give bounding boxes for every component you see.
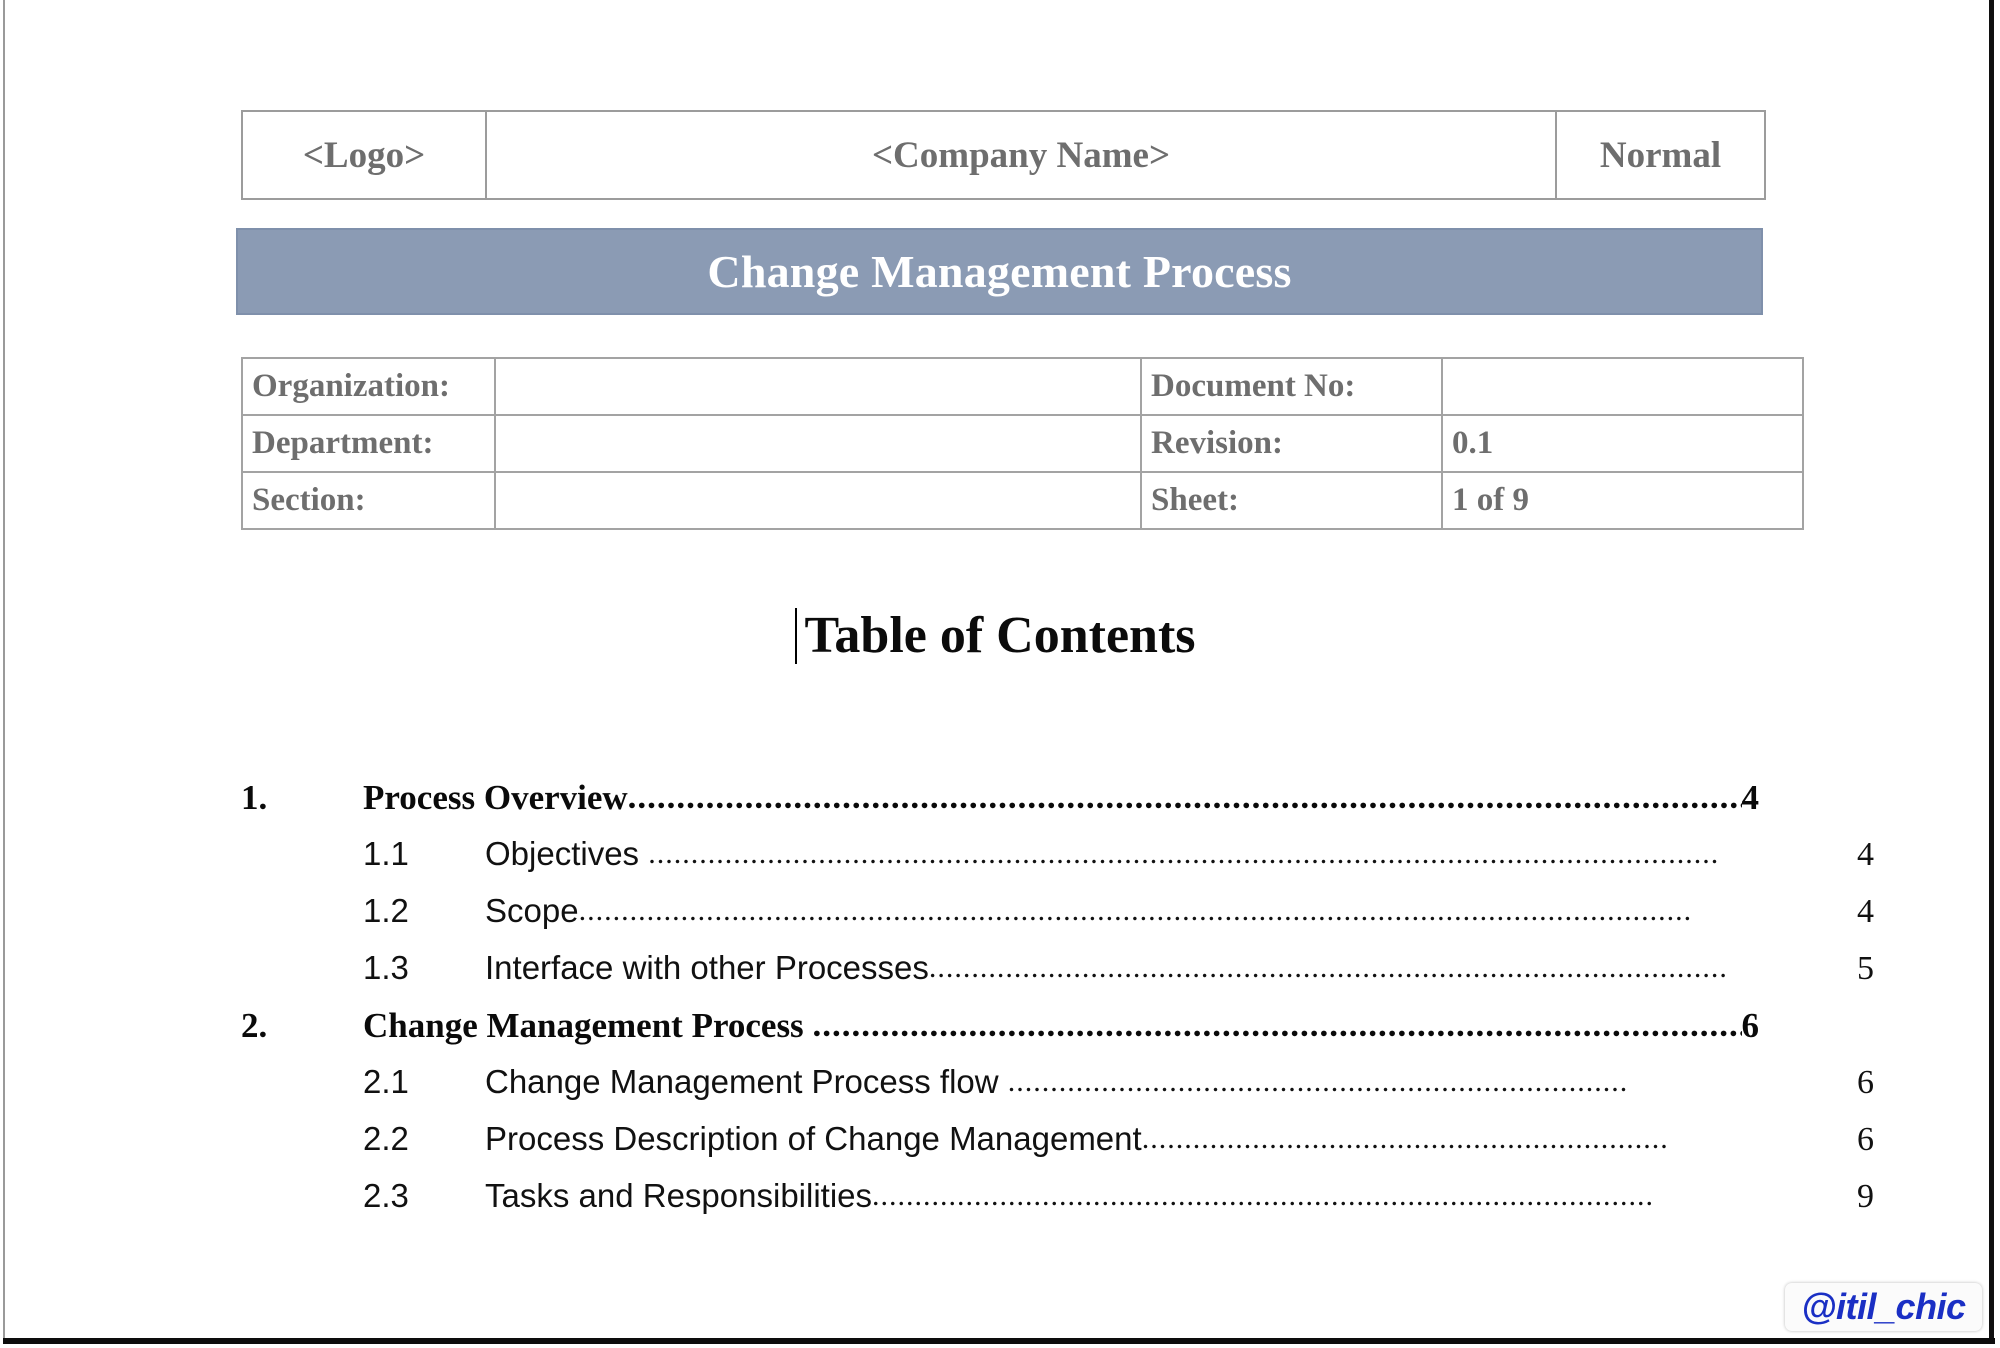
toc-entry-number: 2.1	[363, 1063, 409, 1100]
toc-entry-1-1[interactable]: 1.1 Objectives .........................…	[241, 835, 1881, 892]
toc-entry-1-3[interactable]: 1.3 Interface with other Processes .....…	[241, 949, 1881, 1006]
toc-entry-number: 2.3	[363, 1177, 409, 1214]
toc-heading-container: Table of Contents	[0, 606, 2000, 665]
meta-value-document-no[interactable]	[1441, 357, 1804, 416]
meta-label-department: Department:	[241, 414, 496, 473]
meta-label-document-no: Document No:	[1140, 357, 1443, 416]
meta-value-organization[interactable]	[494, 357, 1142, 416]
toc-entry-title: Change Management Process flow	[485, 1063, 1008, 1100]
table-row: Organization: Document No:	[241, 357, 1804, 416]
toc-leader-dots: ........................................…	[578, 894, 1693, 927]
toc-entry-number: 2.	[241, 1006, 268, 1045]
toc-entry-2[interactable]: 2. Change Management Process ...........…	[241, 1005, 1760, 1063]
toc-page-number: 6	[1741, 1006, 1760, 1045]
meta-label-sheet: Sheet:	[1140, 471, 1443, 530]
toc-entry-number: 2.2	[363, 1120, 409, 1157]
toc-entry-title: Objectives	[485, 835, 649, 872]
toc-entry-title: Tasks and Responsibilities	[485, 1177, 873, 1214]
toc-leader-dots: ........................................…	[812, 1005, 1741, 1044]
toc-entry-2-2[interactable]: 2.2 Process Description of Change Manage…	[241, 1120, 1881, 1177]
toc-entry-number: 1.2	[363, 892, 409, 929]
toc-entry-title: Interface with other Processes	[485, 949, 929, 986]
meta-value-revision[interactable]: 0.1	[1441, 414, 1804, 473]
toc-leader-dots: ........................................…	[1007, 1065, 1629, 1098]
table-row: Department: Revision: 0.1	[241, 414, 1804, 473]
page-edge-bottom	[3, 1338, 1995, 1344]
toc-page-number: 4	[1857, 893, 1874, 930]
document-title-banner: Change Management Process	[236, 228, 1763, 315]
table-row: <Logo> <Company Name> Normal	[241, 110, 1766, 200]
toc-leader-dots: ........................................…	[928, 951, 1728, 984]
toc-entry-2-3[interactable]: 2.3 Tasks and Responsibilities .........…	[241, 1177, 1881, 1234]
toc-heading: Table of Contents	[795, 606, 1196, 665]
text-cursor-caret	[795, 608, 798, 664]
watermark-label: @itil_chic	[1801, 1286, 1966, 1327]
header-cell-classification: Normal	[1555, 110, 1766, 200]
toc-page-number: 4	[1741, 778, 1760, 817]
page-edge-right	[1989, 0, 1994, 1340]
toc-page-number: 6	[1857, 1121, 1874, 1158]
toc-entry-1[interactable]: 1. Process Overview ....................…	[241, 777, 1760, 835]
toc-page-number: 4	[1857, 836, 1874, 873]
table-of-contents: 1. Process Overview ....................…	[241, 777, 1874, 1234]
toc-heading-label: Table of Contents	[804, 607, 1196, 664]
meta-value-section[interactable]	[494, 471, 1142, 530]
toc-entry-2-1[interactable]: 2.1 Change Management Process flow .....…	[241, 1063, 1881, 1120]
toc-leader-dots: ........................................…	[627, 777, 1742, 816]
toc-page-number: 9	[1857, 1178, 1874, 1215]
toc-entry-title: Change Management Process	[363, 1006, 813, 1045]
toc-page-number: 5	[1857, 950, 1874, 987]
toc-entry-title: Process Overview	[363, 778, 628, 817]
meta-label-revision: Revision:	[1140, 414, 1443, 473]
document-header-table: <Logo> <Company Name> Normal	[241, 110, 1766, 200]
meta-label-section: Section:	[241, 471, 496, 530]
header-cell-logo: <Logo>	[241, 110, 487, 200]
meta-value-department[interactable]	[494, 414, 1142, 473]
toc-leader-dots: ........................................…	[648, 837, 1720, 870]
page-title: Change Management Process	[707, 246, 1292, 297]
toc-page-number: 6	[1857, 1064, 1874, 1101]
watermark-badge: @itil_chic	[1785, 1283, 1982, 1331]
toc-leader-dots: ........................................…	[1141, 1122, 1669, 1155]
toc-entry-number: 1.1	[363, 835, 409, 872]
header-cell-company-name: <Company Name>	[485, 110, 1557, 200]
document-meta-table: Organization: Document No: Department: R…	[241, 357, 1804, 530]
toc-entry-title: Process Description of Change Management	[485, 1120, 1142, 1157]
toc-entry-1-2[interactable]: 1.2 Scope ..............................…	[241, 892, 1881, 949]
meta-label-organization: Organization:	[241, 357, 496, 416]
table-row: Section: Sheet: 1 of 9	[241, 471, 1804, 530]
toc-entry-number: 1.3	[363, 949, 409, 986]
toc-entry-number: 1.	[241, 778, 268, 817]
page-edge-left	[3, 0, 5, 1342]
toc-leader-dots: ........................................…	[872, 1179, 1655, 1212]
meta-value-sheet[interactable]: 1 of 9	[1441, 471, 1804, 530]
toc-entry-title: Scope	[485, 892, 579, 929]
